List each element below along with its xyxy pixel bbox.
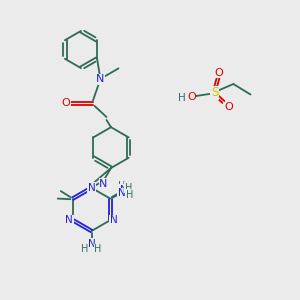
Text: N: N xyxy=(118,188,125,198)
Text: N: N xyxy=(88,183,95,193)
Text: H: H xyxy=(81,244,88,254)
Text: H: H xyxy=(94,244,102,254)
Text: H: H xyxy=(124,183,132,193)
Text: O: O xyxy=(61,98,70,109)
Text: S: S xyxy=(211,86,218,100)
Text: N: N xyxy=(65,215,73,225)
Text: N: N xyxy=(110,215,118,225)
Text: N: N xyxy=(99,178,108,189)
Text: H: H xyxy=(126,190,134,200)
Text: H: H xyxy=(178,93,186,103)
Text: N: N xyxy=(120,184,128,195)
Text: H: H xyxy=(118,181,125,191)
Text: O: O xyxy=(214,68,223,78)
Text: N: N xyxy=(88,238,95,249)
Text: O: O xyxy=(224,102,233,112)
Text: H: H xyxy=(124,186,132,196)
Text: O: O xyxy=(187,92,196,102)
Text: N: N xyxy=(96,74,105,85)
